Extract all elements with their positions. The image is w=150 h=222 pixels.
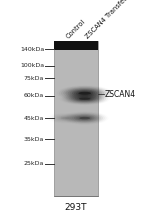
Text: 75kDa: 75kDa: [24, 76, 44, 81]
Ellipse shape: [74, 90, 96, 96]
Text: ZSCAN4: ZSCAN4: [104, 90, 135, 99]
Ellipse shape: [78, 92, 91, 95]
Bar: [54, 41, 98, 196]
Text: 60kDa: 60kDa: [24, 93, 44, 98]
Ellipse shape: [79, 117, 90, 119]
Ellipse shape: [76, 91, 93, 96]
Text: 35kDa: 35kDa: [24, 137, 44, 142]
Text: ZSCAN4 Transfected: ZSCAN4 Transfected: [85, 0, 137, 40]
Ellipse shape: [74, 115, 96, 121]
Ellipse shape: [77, 116, 92, 120]
Bar: [54, 41, 98, 50]
Ellipse shape: [67, 94, 102, 103]
Ellipse shape: [70, 89, 100, 97]
Ellipse shape: [63, 87, 106, 99]
Ellipse shape: [75, 96, 94, 101]
Ellipse shape: [68, 88, 102, 98]
Text: 293T: 293T: [64, 203, 87, 212]
Text: 100kDa: 100kDa: [20, 63, 44, 68]
Ellipse shape: [79, 98, 91, 100]
Text: 25kDa: 25kDa: [24, 161, 44, 166]
Ellipse shape: [65, 88, 104, 99]
Ellipse shape: [70, 114, 99, 122]
Ellipse shape: [73, 96, 96, 102]
Ellipse shape: [76, 115, 94, 121]
Text: 140kDa: 140kDa: [20, 47, 44, 52]
Ellipse shape: [69, 95, 100, 103]
Ellipse shape: [61, 87, 108, 100]
Text: 45kDa: 45kDa: [24, 116, 44, 121]
Ellipse shape: [71, 95, 98, 102]
Text: Control: Control: [65, 19, 87, 40]
Ellipse shape: [61, 117, 70, 119]
Ellipse shape: [65, 94, 104, 104]
Ellipse shape: [72, 115, 98, 122]
Ellipse shape: [72, 89, 98, 97]
Ellipse shape: [77, 97, 93, 101]
Ellipse shape: [68, 113, 101, 123]
